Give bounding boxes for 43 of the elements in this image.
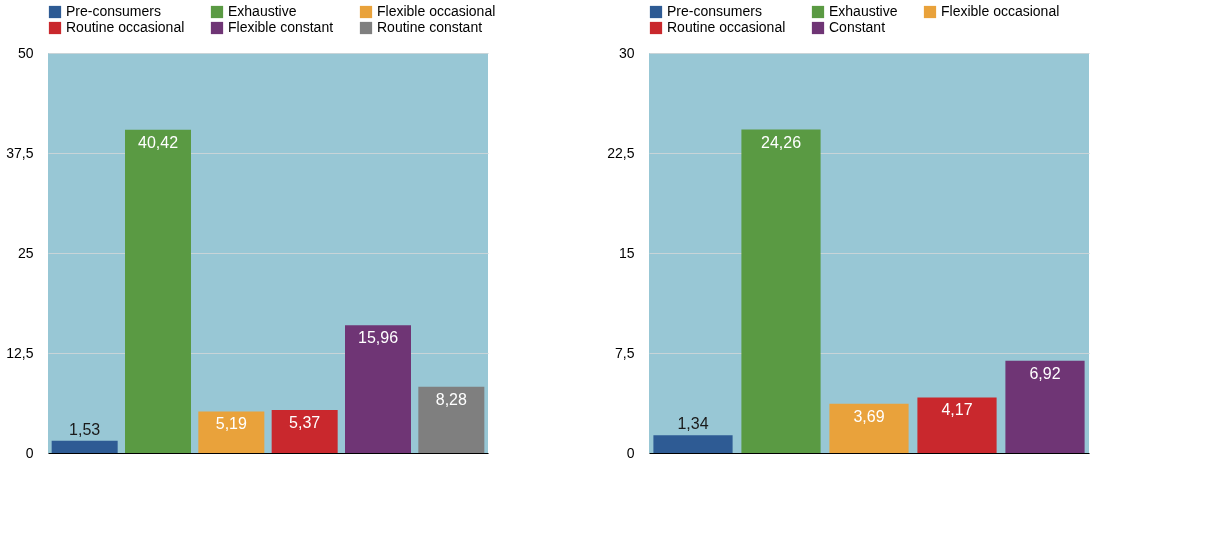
y-tick-label: 15 (618, 244, 635, 261)
bar (125, 129, 191, 453)
bar (741, 129, 821, 453)
data-label: 4,17 (941, 401, 973, 419)
bar (345, 325, 411, 453)
y-tick-label: 22,5 (607, 144, 635, 161)
y-tick-label: 50 (17, 44, 34, 61)
data-label: 6,92 (1029, 364, 1061, 382)
y-tick-label: 0 (626, 444, 635, 461)
legend-label: Routine constant (377, 19, 483, 35)
bar (917, 397, 997, 453)
legend-label: Flexible constant (228, 19, 334, 35)
bar (1005, 360, 1085, 453)
legend-label: Flexible occasional (941, 3, 1060, 19)
legend-label: Routine occasional (667, 19, 786, 35)
legend-label: Exhaustive (228, 3, 297, 19)
legend-label: Pre-consumers (667, 3, 762, 19)
data-label: 40,42 (137, 133, 179, 151)
bar (829, 403, 909, 453)
y-tick-label: 30 (618, 44, 635, 61)
data-label: 3,69 (853, 407, 885, 425)
y-tick-label: 0 (25, 444, 34, 461)
y-tick-label: 12,5 (6, 344, 34, 361)
legend-label: Flexible occasional (377, 3, 496, 19)
data-label: 5,19 (215, 415, 248, 433)
bar (51, 440, 118, 453)
bar (271, 410, 338, 453)
legend-label: Constant (829, 19, 886, 35)
y-tick-label: 25 (17, 244, 34, 261)
bar (198, 411, 265, 453)
legend-label: Pre-consumers (66, 3, 161, 19)
data-label: 15,96 (357, 329, 399, 347)
legend-label: Routine occasional (66, 19, 185, 35)
y-tick-label: 37,5 (6, 144, 34, 161)
bar (418, 386, 485, 453)
y-tick-label: 7,5 (615, 344, 635, 361)
data-label: 1,53 (69, 420, 101, 438)
data-label: 1,34 (677, 415, 709, 433)
data-label: 5,37 (289, 414, 321, 432)
bar (653, 435, 733, 453)
data-label: 8,28 (435, 390, 468, 408)
legend-label: Exhaustive (829, 3, 898, 19)
data-label: 24,26 (760, 133, 802, 151)
